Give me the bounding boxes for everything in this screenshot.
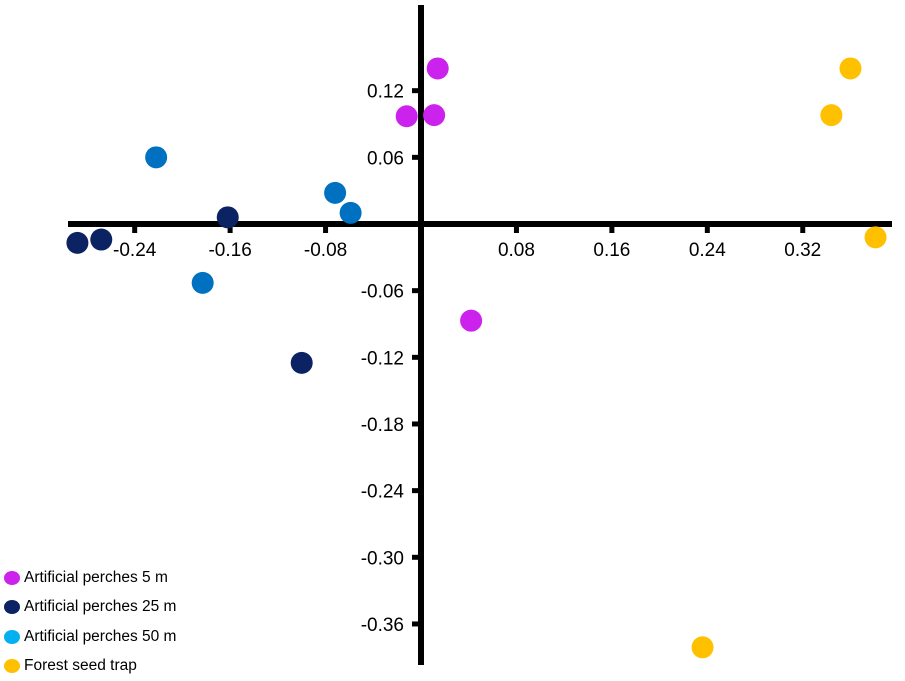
legend-marker-50m — [4, 630, 20, 644]
point-perches-25m — [66, 232, 88, 254]
x-tick-label: 0.32 — [784, 240, 821, 261]
y-tick-label: -0.24 — [361, 482, 405, 503]
point-perches-5m — [460, 310, 482, 332]
y-tick-label: 0.06 — [367, 148, 404, 169]
x-tick-label: 0.24 — [689, 240, 726, 261]
point-forest-seed-trap — [865, 226, 887, 248]
legend: Artificial perches 5 m Artificial perche… — [4, 563, 176, 681]
y-tick-label: -0.18 — [361, 415, 404, 436]
legend-marker-5m — [4, 571, 20, 585]
point-perches-25m — [217, 206, 239, 228]
legend-item-25m: Artificial perches 25 m — [4, 593, 176, 623]
y-tick-label: -0.06 — [361, 282, 404, 303]
legend-item-forest: Forest seed trap — [4, 652, 176, 681]
point-perches-25m — [90, 229, 112, 251]
y-tick-label: -0.36 — [361, 615, 404, 636]
x-tick-label: -0.24 — [113, 240, 157, 261]
x-tick-label: -0.16 — [208, 240, 251, 261]
x-tick-label: 0.08 — [498, 240, 535, 261]
point-perches-5m — [423, 104, 445, 126]
legend-label-50m: Artificial perches 50 m — [24, 628, 176, 646]
point-perches-5m — [427, 57, 449, 79]
x-tick-label: 0.16 — [593, 240, 630, 261]
legend-label-25m: Artificial perches 25 m — [24, 598, 176, 616]
point-forest-seed-trap — [820, 104, 842, 126]
y-tick-label: -0.12 — [361, 348, 404, 369]
y-tick-label: 0.12 — [367, 82, 404, 103]
legend-marker-forest — [4, 659, 20, 673]
point-perches-5m — [396, 105, 418, 127]
y-tick-label: -0.30 — [361, 548, 404, 569]
point-perches-50m — [324, 182, 346, 204]
legend-label-forest: Forest seed trap — [24, 657, 137, 675]
legend-item-5m: Artificial perches 5 m — [4, 563, 176, 593]
point-perches-50m — [192, 272, 214, 294]
point-forest-seed-trap — [839, 57, 861, 79]
legend-item-50m: Artificial perches 50 m — [4, 622, 176, 652]
x-tick-label: -0.08 — [304, 240, 347, 261]
point-perches-50m — [145, 146, 167, 168]
point-forest-seed-trap — [692, 636, 714, 658]
point-perches-25m — [291, 352, 313, 374]
point-perches-50m — [340, 202, 362, 224]
legend-marker-25m — [4, 600, 20, 614]
legend-label-5m: Artificial perches 5 m — [24, 569, 168, 587]
